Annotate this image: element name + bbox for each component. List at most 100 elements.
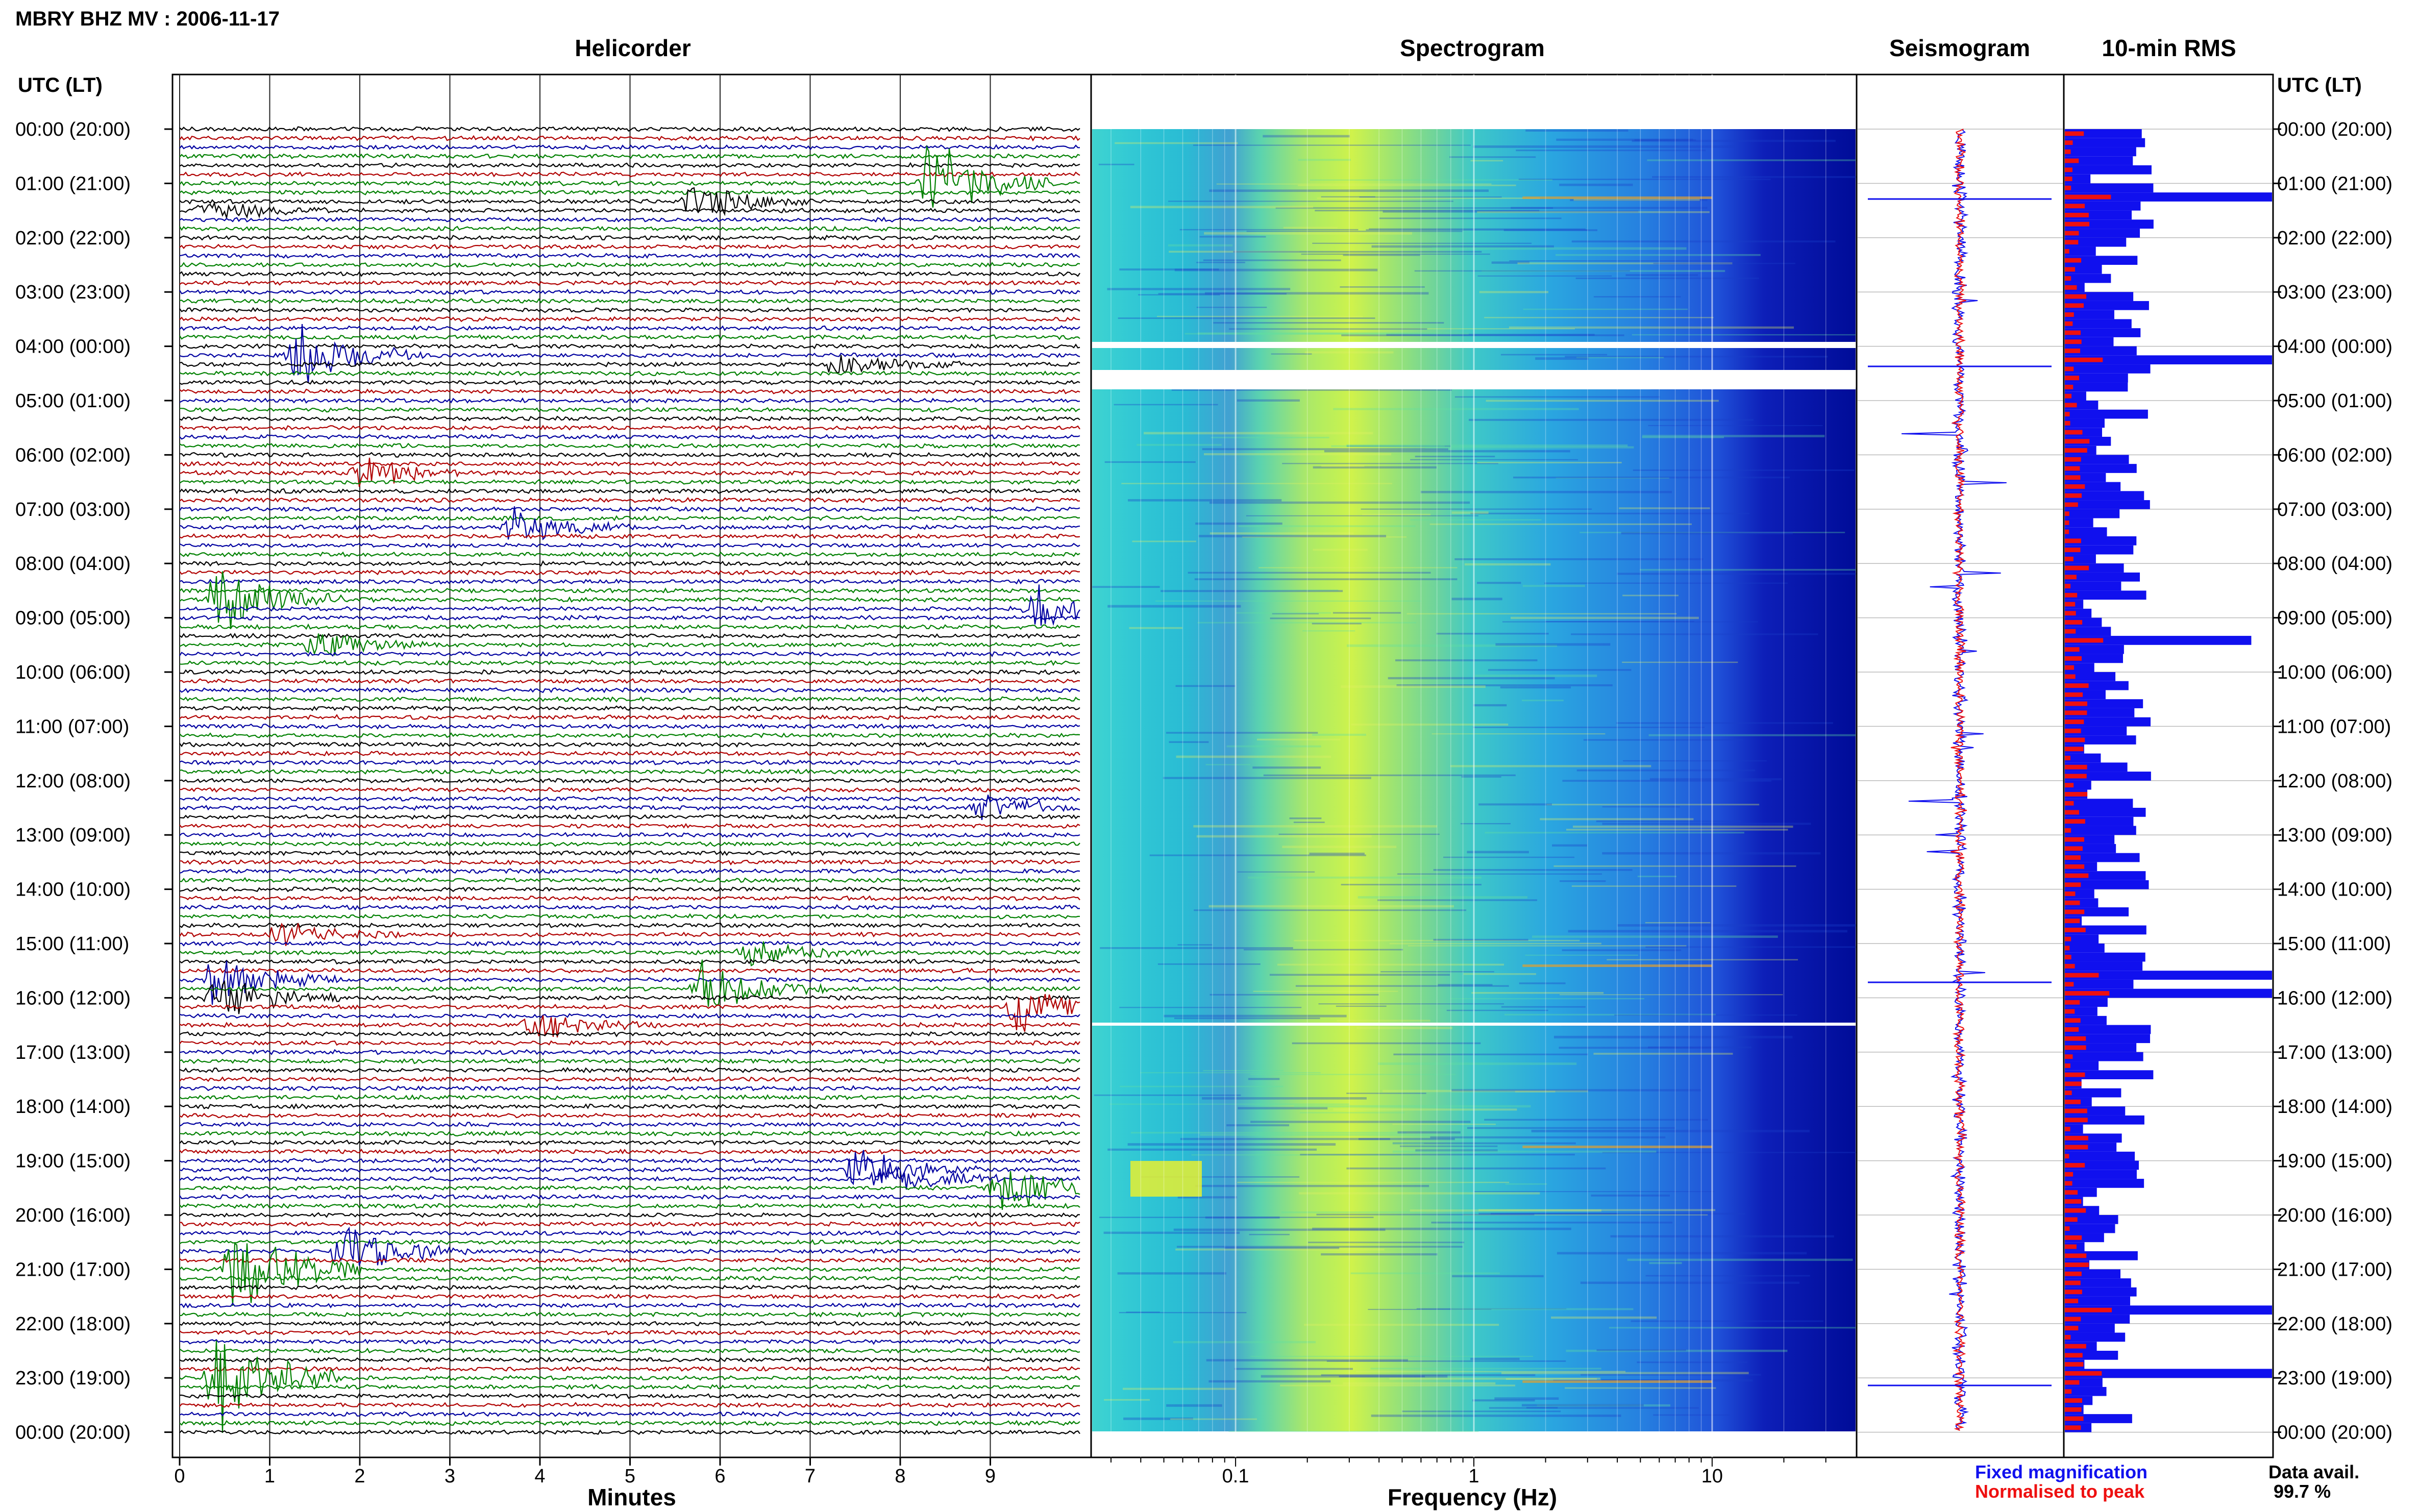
spectrogram-streak	[1505, 1378, 1597, 1380]
rms-normalised-bar	[2065, 439, 2090, 444]
spectrogram-streak	[1292, 1042, 1481, 1045]
rms-normalised-bar	[2065, 737, 2085, 742]
spectrogram-streak	[1647, 159, 1906, 161]
spectrogram-streak	[1556, 477, 1669, 479]
spectrogram-streak	[1289, 817, 1322, 820]
rms-normalised-bar	[2065, 131, 2084, 136]
rms-normalised-bar	[2065, 810, 2079, 815]
helicorder-trace-line	[179, 1112, 1080, 1119]
rms-normalised-bar	[2065, 791, 2088, 797]
spectrogram-streak	[1436, 633, 1549, 635]
spectrogram-streak	[1610, 1235, 1834, 1238]
spectrogram-streak	[1571, 885, 1737, 887]
spectrogram-streak	[1138, 294, 1220, 295]
spectrogram-streak	[1573, 199, 1700, 201]
helicorder-trace-line	[179, 813, 1080, 820]
spectrogram-panel: 0.1 1 10 Frequency (Hz)	[1090, 73, 1912, 1510]
spectrogram-streak	[1511, 207, 1708, 209]
helicorder-trace-line	[179, 261, 1080, 268]
spectrogram-streak	[1206, 1359, 1408, 1361]
rms-normalised-bar	[2065, 140, 2073, 145]
helicorder-trace-line	[179, 216, 1080, 223]
helicorder-trace-line	[179, 1302, 1080, 1309]
frequency-tick-label: 10	[1701, 1466, 1723, 1487]
rms-normalised-bar	[2065, 927, 2086, 932]
spectrogram-streak	[1228, 1430, 1479, 1432]
rms-normalised-bar	[2065, 1208, 2086, 1213]
rms-normalised-bar	[2065, 1108, 2087, 1113]
helicorder-trace-line	[179, 1339, 1080, 1345]
spectrogram-streak	[1583, 739, 1743, 741]
rms-fixed-bar	[2065, 1287, 2137, 1297]
helicorder-trace-line	[179, 571, 1080, 629]
helicorder-trace-line	[179, 270, 1080, 277]
helicorder-trace-line	[179, 1238, 1080, 1246]
helicorder-trace-line	[179, 307, 1080, 313]
spectrogram-streak	[1470, 160, 1503, 162]
spectrogram-streak	[1294, 939, 1580, 941]
spectrogram-streak	[1209, 501, 1470, 504]
hour-label: 09:00 (05:00)	[2277, 608, 2392, 629]
rms-normalised-bar	[2065, 1081, 2082, 1086]
spectrogram-streak	[1400, 1145, 1498, 1147]
helicorder-trace-line	[179, 415, 1080, 422]
helicorder-trace-line	[179, 1221, 1080, 1228]
spectrogram-streak	[1501, 1372, 1749, 1374]
rms-fixed-bar	[2065, 165, 2152, 175]
rms-normalised-bar	[2065, 638, 2104, 643]
spectrogram-streak	[1179, 229, 1359, 231]
spectrogram-streak	[1415, 456, 1495, 458]
rms-normalised-bar	[2065, 747, 2084, 752]
spectrogram-streak	[1473, 726, 1705, 728]
rms-fixed-bar	[2065, 1070, 2154, 1079]
rms-fixed-bar	[2065, 527, 2107, 536]
spectrogram-streak	[1343, 1382, 1496, 1385]
spectrogram-streak	[1555, 254, 1761, 256]
rms-normalised-bar	[2065, 448, 2087, 453]
spectrogram-streak	[1366, 229, 1588, 231]
spectrogram-streak	[1386, 334, 1595, 336]
spectrogram-streak	[1298, 159, 1351, 161]
minute-tick-label: 0	[174, 1466, 185, 1487]
spectrogram-streak	[1107, 605, 1241, 608]
helicorder-trace-line	[179, 1329, 1080, 1336]
rms-normalised-bar	[2065, 891, 2076, 896]
rms-fixed-bar	[2065, 880, 2149, 889]
helicorder-minute-gridlines	[179, 75, 991, 1457]
minute-tick-label: 1	[264, 1466, 275, 1487]
spectrogram-streak	[1237, 1181, 1510, 1183]
helicorder-trace-line	[179, 298, 1080, 304]
spectrogram-frequency-gridlines	[1110, 75, 1826, 1457]
spectrogram-streak	[1617, 924, 1859, 927]
hour-label: 03:00 (23:00)	[15, 282, 131, 303]
rms-fixed-bar	[2065, 274, 2111, 283]
spectrogram-streak	[1463, 973, 1537, 975]
spectrogram-streak	[1247, 876, 1482, 879]
rms-normalised-bar	[2065, 963, 2075, 969]
spectrogram-streak	[1479, 291, 1548, 293]
helicorder-trace-line	[179, 461, 1080, 467]
spectrogram-streak	[1460, 823, 1511, 825]
spectrogram-streak	[1193, 144, 1471, 146]
rms-fixed-bar	[2065, 1061, 2099, 1071]
rms-normalised-bar	[2065, 1398, 2083, 1403]
spectrogram-streak	[1332, 612, 1401, 614]
spectrogram-streak	[1576, 357, 1664, 359]
spectrogram-streak	[1389, 943, 1601, 945]
spectrogram-streak	[1118, 317, 1375, 319]
spectrogram-streak	[1263, 774, 1516, 776]
spectrogram-streak	[1450, 765, 1651, 767]
hour-label: 20:00 (16:00)	[2277, 1205, 2392, 1226]
rms-normalised-bar	[2065, 1362, 2084, 1367]
hour-label: 05:00 (01:00)	[15, 390, 131, 412]
spectrogram-streak	[1144, 432, 1373, 435]
helicorder-trace-line	[179, 1139, 1080, 1146]
spectrogram-streak	[1632, 334, 1903, 336]
helicorder-trace-line	[179, 714, 1080, 721]
data-availability-label: Data avail.	[2268, 1461, 2359, 1482]
spectrogram-streak	[1238, 1107, 1328, 1110]
spectrogram-streak	[1297, 184, 1516, 186]
helicorder-trace-line	[179, 795, 1080, 821]
helicorder-trace-line	[179, 968, 1080, 974]
spectrogram-streak	[1242, 536, 1406, 538]
